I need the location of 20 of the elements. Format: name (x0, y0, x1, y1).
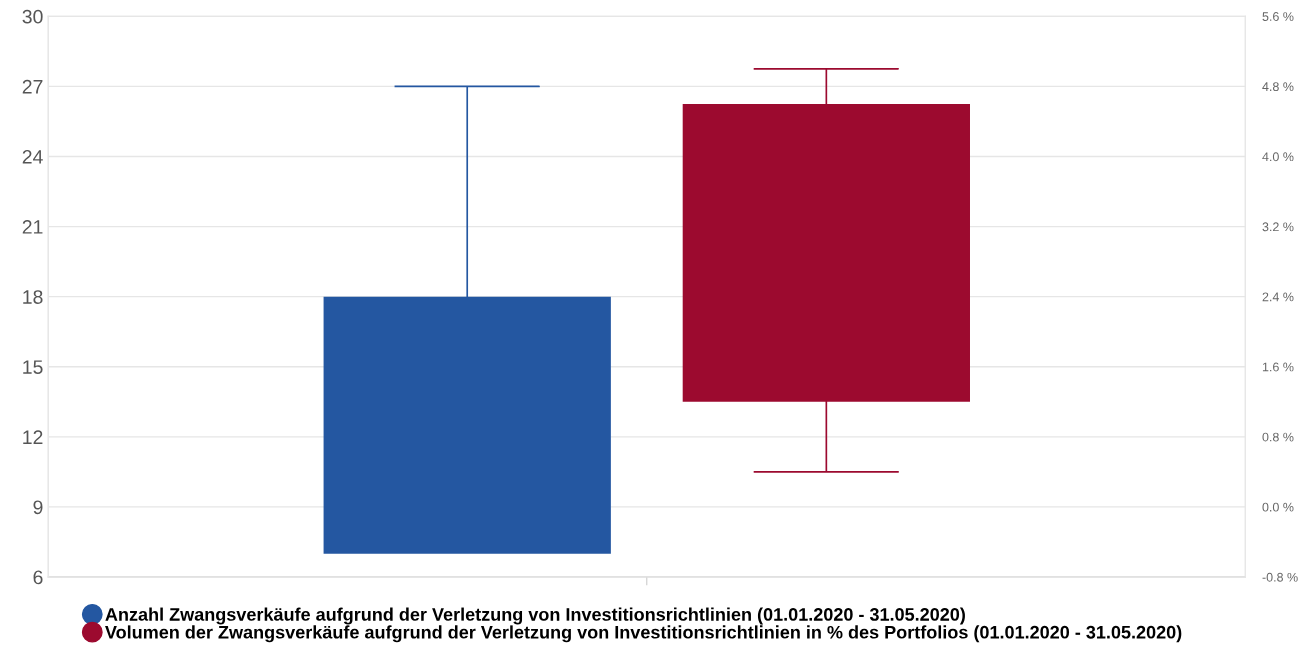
y-tick-label: 24 (22, 149, 43, 164)
y-tick-label: 6 (33, 570, 43, 585)
y2-tick-label: -0.8 % (1262, 572, 1298, 582)
y-tick-label: 9 (33, 500, 43, 515)
y-tick-label: 15 (23, 360, 43, 374)
y-tick-label: 21 (22, 220, 43, 234)
y2-tick-label: 0.8 % (1262, 432, 1294, 442)
y-tick-label: 18 (23, 290, 43, 304)
legend-label: Volumen der Zwangsverkäufe aufgrund der Verletzung von Investitionsrichtlinien in % des Portfolios (01.01.2020 - 31.05.2020) (105, 625, 1182, 643)
y2-tick-label: 4.0 % (1262, 152, 1294, 162)
y-tick-label: 30 (22, 9, 43, 24)
y2-tick-label: 3.2 % (1262, 222, 1294, 232)
y2-tick-label: 4.8 % (1262, 82, 1294, 92)
y2-tick-label: 2.4 % (1262, 292, 1294, 302)
y2-tick-label: 0.0 % (1262, 502, 1294, 512)
y-tick-label: 27 (22, 79, 43, 94)
legend-label: Anzahl Zwangsverkäufe aufgrund der Verletzung von Investitionsrichtlinien (01.01.2020 - 31.05.2020) (105, 607, 965, 625)
y2-tick-label: 1.6 % (1262, 362, 1294, 372)
y2-tick-label: 5.6 % (1262, 12, 1294, 21)
y-tick-label: 12 (23, 430, 43, 444)
